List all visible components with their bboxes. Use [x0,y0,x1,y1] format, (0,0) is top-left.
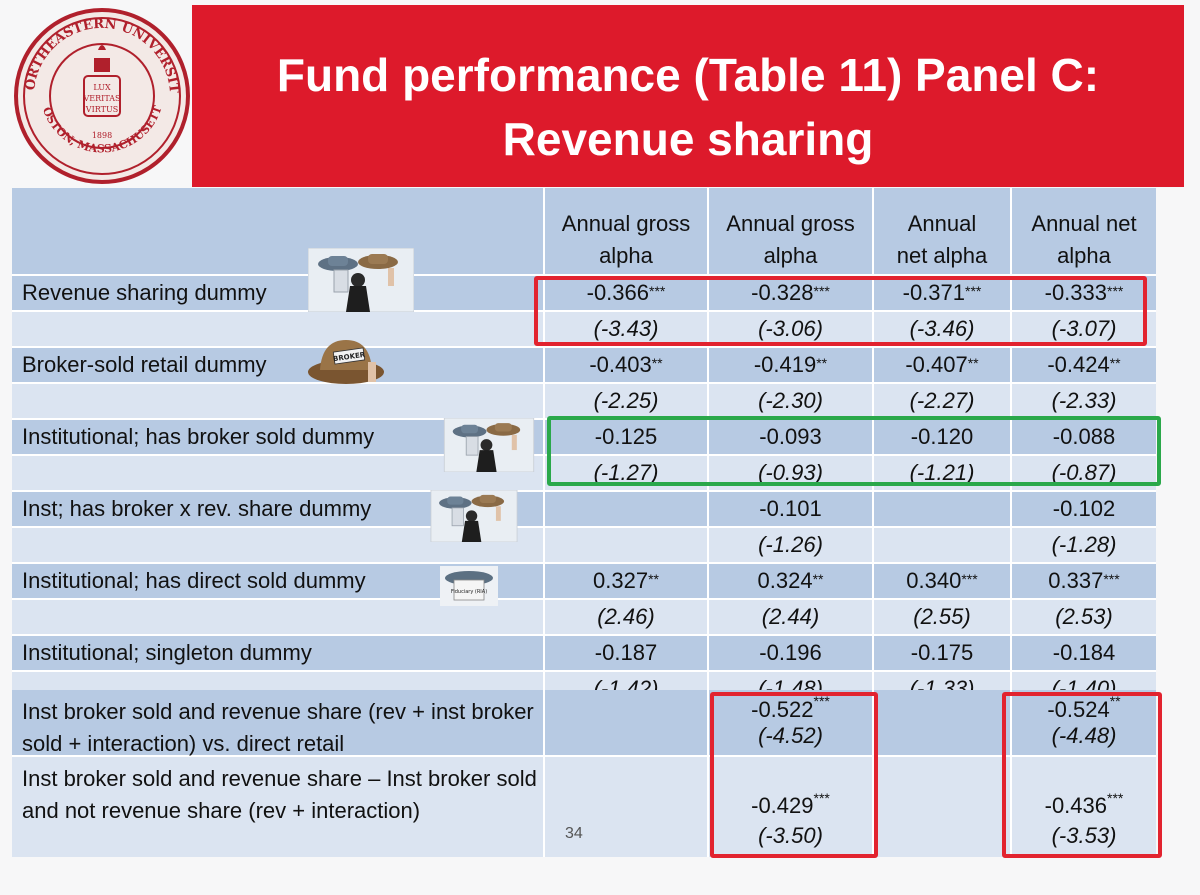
summary-cell: -0.522*** (-4.52) [709,690,872,755]
tstat-cell: (-3.43) [545,312,707,346]
title-line-1: Fund performance (Table 11) Panel C: [276,49,1100,101]
summary-cell [874,757,1010,857]
summary-cell [874,690,1010,755]
highlight-box-red [1002,692,1162,858]
summary-cell: -0.436*** (-3.53) [1012,757,1156,857]
column-header: Annual net alpha [874,188,1010,274]
fiduciary-hat-label: Fiduciary (RIA) [451,589,487,595]
tstat-cell [874,528,1010,562]
fiduciary-hat-illustration: Fiduciary (RIA) [440,566,498,606]
page-number: 34 [565,825,583,842]
column-header: Annual gross alpha [709,188,872,274]
svg-text:VIRTUS: VIRTUS [85,105,118,114]
results-table: Annual gross alpha Annual gross alpha Annu… [12,188,1162,858]
svg-text:VERITAS: VERITAS [83,94,121,103]
row-label: Revenue sharing dummy [12,276,543,310]
hats-illustration [308,248,414,312]
row-label: Broker-sold retail dummy [12,348,543,382]
coefficient-cell: 0.327 ** [545,564,707,598]
coefficient-cell: -0.424 ** [1012,348,1156,382]
row-label-blank [12,384,543,418]
highlight-box-red [534,276,1147,346]
coefficient-cell: -0.333 *** [1012,276,1156,310]
title-bar: Fund performance (Table 11) Panel C: Rev… [192,5,1184,187]
tstat-cell: (-2.27) [874,384,1010,418]
tstat-cell: (-2.30) [709,384,872,418]
coefficient-cell: -0.093 [709,420,872,454]
column-header: Annual net alpha [1012,188,1156,274]
highlight-box-red [710,692,878,858]
tstat-cell: (-3.07) [1012,312,1156,346]
tstat-cell: (-1.26) [709,528,872,562]
tstat-cell: (-1.28) [1012,528,1156,562]
coefficient-cell [545,492,707,526]
svg-text:1898: 1898 [92,131,112,140]
coefficient-cell: -0.184 [1012,636,1156,670]
coefficient-cell: -0.120 [874,420,1010,454]
svg-text:LUX: LUX [93,83,111,92]
coefficient-cell: -0.125 [545,420,707,454]
coefficient-cell: -0.366 *** [545,276,707,310]
coefficient-cell: -0.187 [545,636,707,670]
coefficient-cell: -0.328 *** [709,276,872,310]
coefficient-cell: -0.371 *** [874,276,1010,310]
coefficient-cell: 0.337 *** [1012,564,1156,598]
coefficient-cell [874,492,1010,526]
coefficient-cell: -0.407 ** [874,348,1010,382]
coefficient-cell: -0.403 ** [545,348,707,382]
summary-cell [545,690,707,755]
summary-label: Inst broker sold and revenue share – Ins… [12,757,543,857]
broker-hat-illustration: BROKER [308,340,384,384]
coefficient-cell: -0.175 [874,636,1010,670]
summary-cell: -0.524** (-4.48) [1012,690,1156,755]
slide-title: Fund performance (Table 11) Panel C: Rev… [192,43,1184,171]
summary-cell: -0.429*** (-3.50) [709,757,872,857]
highlight-box-green [547,416,1161,486]
tstat-cell: (2.53) [1012,600,1156,634]
hats-illustration [430,490,518,542]
coefficient-cell: -0.419 ** [709,348,872,382]
summary-cell: 34 [545,757,707,857]
row-label: Institutional; singleton dummy [12,636,543,670]
tstat-cell: (-2.33) [1012,384,1156,418]
row-label-blank [12,312,543,346]
tstat-cell: (-3.06) [709,312,872,346]
coefficient-cell: -0.101 [709,492,872,526]
summary-label: Inst broker sold and revenue share (rev … [12,690,543,756]
tstat-cell: (2.55) [874,600,1010,634]
tstat-cell [545,528,707,562]
tstat-cell: (-3.46) [874,312,1010,346]
coefficient-cell: -0.102 [1012,492,1156,526]
hats-illustration [443,418,535,472]
coefficient-cell: 0.324 ** [709,564,872,598]
tstat-cell: (2.44) [709,600,872,634]
university-seal-logo: NORTHEASTERN UNIVERSITY BOSTON, MASSACHU… [12,6,190,184]
tstat-cell: (-2.25) [545,384,707,418]
header-label-cell [12,188,543,274]
coefficient-cell: -0.196 [709,636,872,670]
tstat-cell: (-1.21) [874,456,1010,490]
tstat-cell: (2.46) [545,600,707,634]
coefficient-cell: 0.340 *** [874,564,1010,598]
coefficient-cell: -0.088 [1012,420,1156,454]
title-line-2: Revenue sharing [502,113,874,165]
column-header: Annual gross alpha [545,188,707,274]
